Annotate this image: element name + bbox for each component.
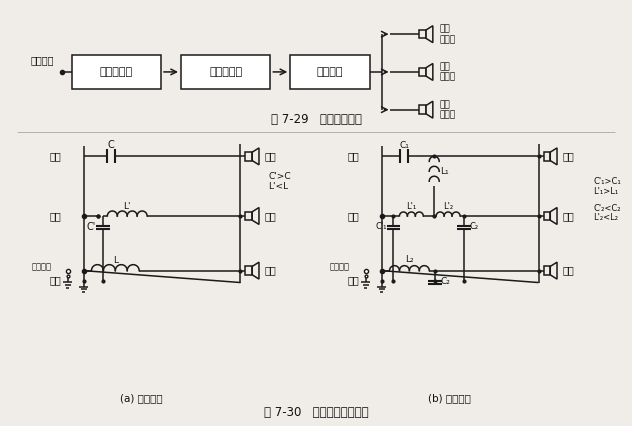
Text: 中音
扬声器: 中音 扬声器	[439, 62, 455, 82]
Text: L₁: L₁	[440, 167, 449, 176]
Text: 前置放大器: 前置放大器	[100, 67, 133, 77]
Text: 图 7-30   三分频功率分频器: 图 7-30 三分频功率分频器	[264, 406, 368, 419]
Text: 带通: 带通	[50, 211, 62, 221]
Text: L'₂: L'₂	[443, 201, 453, 210]
Text: 从功放来: 从功放来	[32, 262, 52, 271]
Bar	[181, 55, 270, 89]
Text: 高音: 高音	[562, 151, 574, 161]
Text: 信号输入: 信号输入	[30, 55, 54, 65]
Polygon shape	[252, 262, 259, 279]
Text: 中音: 中音	[562, 211, 574, 221]
Polygon shape	[252, 207, 259, 225]
Text: 低音: 低音	[264, 266, 276, 276]
Text: 图 7-29   功率分频方式: 图 7-29 功率分频方式	[270, 113, 362, 126]
Text: 带通: 带通	[348, 211, 360, 221]
Text: 高音
扬声器: 高音 扬声器	[439, 24, 455, 44]
Polygon shape	[550, 262, 557, 279]
Text: 中音: 中音	[264, 211, 276, 221]
Bar	[71, 55, 161, 89]
Bar	[544, 212, 550, 220]
Polygon shape	[550, 207, 557, 225]
Text: 低音
扬声器: 低音 扬声器	[439, 100, 455, 119]
Bar	[245, 266, 252, 275]
Text: 低通: 低通	[50, 276, 62, 285]
Bar	[245, 152, 252, 161]
Text: C₂: C₂	[441, 277, 450, 286]
Polygon shape	[550, 148, 557, 165]
Bar	[290, 55, 370, 89]
Text: L'₁>L₁: L'₁>L₁	[593, 187, 619, 196]
Text: L₂: L₂	[405, 255, 414, 264]
Text: L: L	[113, 256, 118, 265]
Text: L'₁: L'₁	[406, 201, 416, 210]
Text: C: C	[108, 141, 115, 150]
Text: 低音: 低音	[562, 266, 574, 276]
Bar	[544, 152, 550, 161]
Bar	[419, 68, 426, 76]
Bar	[544, 266, 550, 275]
Polygon shape	[426, 63, 433, 81]
Text: 功率放大器: 功率放大器	[209, 67, 242, 77]
Text: 低通: 低通	[348, 276, 360, 285]
Polygon shape	[426, 26, 433, 43]
Bar	[419, 30, 426, 38]
Polygon shape	[426, 101, 433, 118]
Text: 高通: 高通	[50, 151, 62, 161]
Text: C'₁>C₁: C'₁>C₁	[593, 177, 621, 186]
Text: C': C'	[87, 222, 96, 232]
Text: C'₁: C'₁	[376, 222, 387, 231]
Text: 从功放来: 从功放来	[330, 262, 349, 271]
Text: C'>C
L'<L: C'>C L'<L	[269, 172, 291, 191]
Text: 高音: 高音	[264, 151, 276, 161]
Text: C'₂<C₂: C'₂<C₂	[593, 204, 621, 213]
Polygon shape	[252, 148, 259, 165]
Text: C₁: C₁	[399, 141, 410, 150]
Text: 高通: 高通	[348, 151, 360, 161]
Text: L': L'	[123, 201, 131, 210]
Text: 分频网络: 分频网络	[317, 67, 343, 77]
Text: (a) 单元件型: (a) 单元件型	[120, 393, 162, 403]
Text: L'₂<L₂: L'₂<L₂	[593, 213, 618, 222]
Bar	[419, 106, 426, 114]
Text: C₂: C₂	[470, 222, 478, 231]
Bar	[245, 212, 252, 220]
Text: (b) 双元件型: (b) 双元件型	[428, 393, 471, 403]
